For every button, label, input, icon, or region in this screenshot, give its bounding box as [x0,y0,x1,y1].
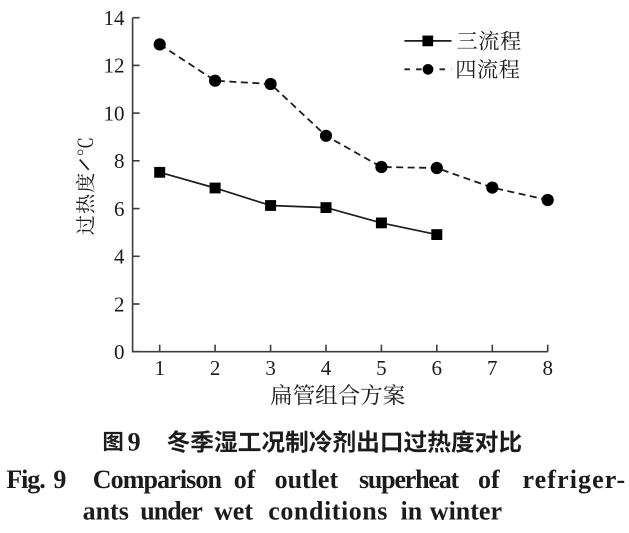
svg-text:superheat: superheat [359,465,460,494]
svg-text:4: 4 [321,356,332,380]
svg-text:10: 10 [104,101,125,125]
svg-text:0: 0 [114,340,125,364]
svg-text:9: 9 [53,465,66,494]
svg-text:14: 14 [104,6,126,30]
svg-text:in: in [401,496,423,525]
svg-text:6: 6 [114,197,125,221]
svg-text:1: 1 [154,356,165,380]
svg-text:ants: ants [83,496,129,525]
svg-text:5: 5 [376,356,387,380]
svg-text:Fig.: Fig. [6,465,45,494]
svg-text:under: under [140,496,202,525]
svg-text:12: 12 [104,54,125,78]
svg-text:of: of [478,465,500,494]
svg-text:8: 8 [542,356,553,380]
svg-text:Comparison: Comparison [93,465,223,494]
svg-text:of: of [234,465,256,494]
svg-text:7: 7 [487,356,498,380]
svg-text:8: 8 [114,149,125,173]
svg-text:outlet: outlet [275,465,339,494]
svg-text:refriger-: refriger- [523,465,627,494]
svg-text:2: 2 [210,356,221,380]
svg-text:winter: winter [430,496,502,525]
svg-text:2: 2 [114,292,125,316]
svg-text:wet: wet [214,496,253,525]
svg-text:3: 3 [265,356,276,380]
svg-text:conditions: conditions [268,496,388,525]
svg-text:9: 9 [128,428,141,457]
svg-text:6: 6 [432,356,443,380]
svg-text:4: 4 [114,245,125,269]
